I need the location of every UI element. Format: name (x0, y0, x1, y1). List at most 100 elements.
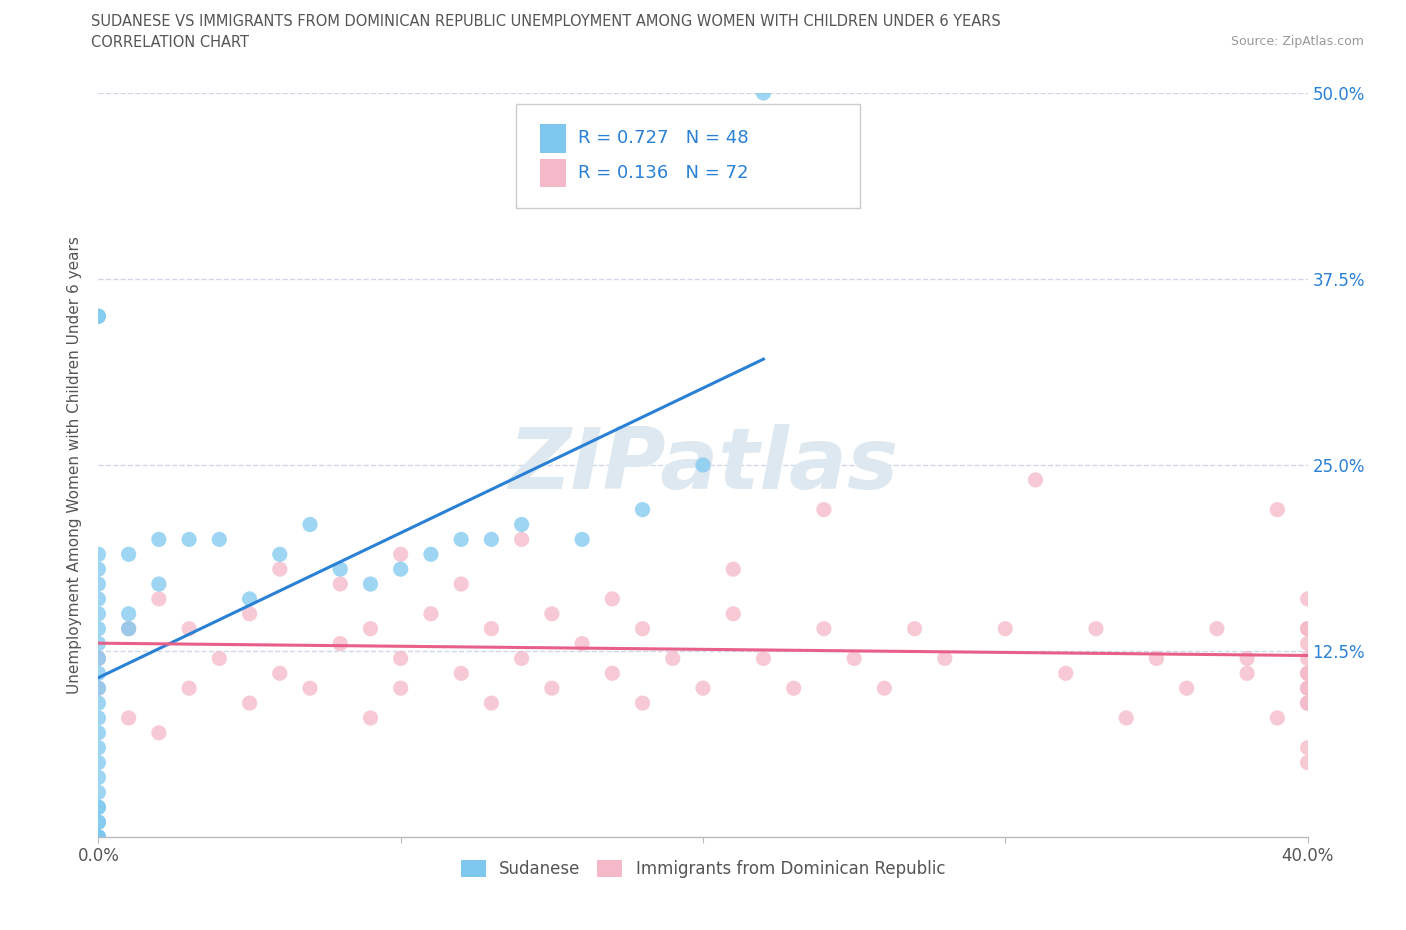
Legend: Sudanese, Immigrants from Dominican Republic: Sudanese, Immigrants from Dominican Repu… (454, 853, 952, 884)
Point (1236, 651, 1258, 666)
Point (994, 621, 1017, 636)
Point (87, 711, 110, 725)
Text: Source: ZipAtlas.com: Source: ZipAtlas.com (1230, 35, 1364, 48)
Point (1296, 591, 1319, 606)
Point (631, 621, 654, 636)
Point (873, 681, 896, 696)
Point (631, 502, 654, 517)
Point (87, 681, 110, 696)
Point (389, 562, 412, 577)
Point (692, 681, 714, 696)
FancyBboxPatch shape (516, 104, 860, 208)
Point (1296, 681, 1319, 696)
Point (118, 606, 141, 621)
Point (179, 621, 201, 636)
Point (783, 681, 806, 696)
Point (1267, 502, 1289, 517)
Point (87, 815, 110, 830)
FancyBboxPatch shape (540, 125, 567, 153)
Point (450, 532, 472, 547)
Point (1115, 711, 1137, 725)
Point (1296, 681, 1319, 696)
Point (299, 681, 322, 696)
Point (661, 651, 683, 666)
Point (510, 517, 533, 532)
Point (1296, 696, 1319, 711)
Point (87, 696, 110, 711)
Point (87, 770, 110, 785)
Point (1296, 696, 1319, 711)
Point (1054, 666, 1077, 681)
Point (752, 86, 775, 100)
Point (148, 532, 170, 547)
Point (1296, 666, 1319, 681)
Point (239, 591, 262, 606)
Y-axis label: Unemployment Among Women with Children Under 6 years: Unemployment Among Women with Children U… (67, 236, 83, 694)
Point (1206, 621, 1229, 636)
Point (148, 591, 170, 606)
Point (1296, 621, 1319, 636)
Point (450, 577, 472, 591)
Point (118, 711, 141, 725)
Point (87, 800, 110, 815)
Point (239, 696, 262, 711)
Text: SUDANESE VS IMMIGRANTS FROM DOMINICAN REPUBLIC UNEMPLOYMENT AMONG WOMEN WITH CHI: SUDANESE VS IMMIGRANTS FROM DOMINICAN RE… (91, 14, 1001, 29)
Point (269, 562, 291, 577)
Point (389, 547, 412, 562)
Point (118, 621, 141, 636)
Point (602, 666, 624, 681)
Point (450, 666, 472, 681)
Point (179, 681, 201, 696)
Point (179, 532, 201, 547)
Text: R = 0.727   N = 48: R = 0.727 N = 48 (578, 129, 749, 147)
Point (239, 606, 262, 621)
Point (813, 621, 835, 636)
Text: ZIPatlas: ZIPatlas (508, 423, 898, 507)
Point (481, 696, 503, 711)
Point (481, 621, 503, 636)
Text: CORRELATION CHART: CORRELATION CHART (91, 35, 249, 50)
Point (87, 577, 110, 591)
Point (631, 696, 654, 711)
Point (510, 532, 533, 547)
FancyBboxPatch shape (540, 159, 567, 188)
Point (420, 547, 443, 562)
Point (87, 830, 110, 844)
Point (723, 606, 745, 621)
Point (87, 606, 110, 621)
Point (360, 711, 382, 725)
Point (571, 636, 593, 651)
Point (934, 651, 956, 666)
Point (87, 651, 110, 666)
Point (1296, 636, 1319, 651)
Point (1085, 621, 1108, 636)
Point (1236, 666, 1258, 681)
Point (269, 547, 291, 562)
Point (540, 606, 562, 621)
Point (87, 621, 110, 636)
Point (1296, 666, 1319, 681)
Point (540, 681, 562, 696)
Point (87, 666, 110, 681)
Point (692, 458, 714, 472)
Point (208, 532, 231, 547)
Point (481, 532, 503, 547)
Point (1024, 472, 1046, 487)
Point (87, 830, 110, 844)
Point (723, 562, 745, 577)
Point (299, 517, 322, 532)
Point (87, 740, 110, 755)
Point (1175, 681, 1198, 696)
Point (87, 309, 110, 324)
Point (118, 547, 141, 562)
Point (87, 830, 110, 844)
Point (329, 636, 352, 651)
Point (389, 681, 412, 696)
Point (510, 651, 533, 666)
Point (148, 725, 170, 740)
Point (118, 621, 141, 636)
Point (87, 651, 110, 666)
Point (329, 577, 352, 591)
Point (752, 651, 775, 666)
Point (269, 666, 291, 681)
